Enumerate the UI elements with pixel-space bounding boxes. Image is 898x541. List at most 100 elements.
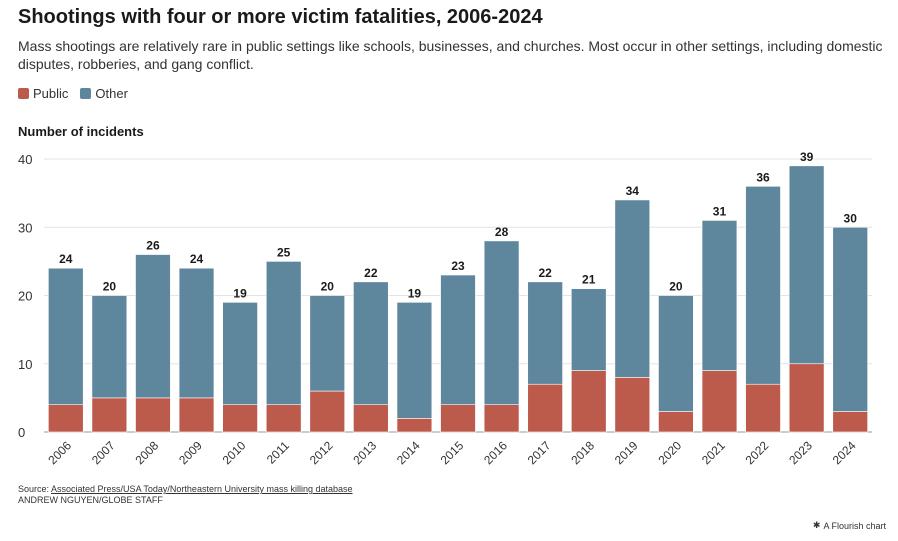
x-tick-label-2012: 2012 (307, 438, 336, 467)
data-label-2017: 22 (538, 266, 552, 280)
data-label-2007: 20 (103, 280, 117, 294)
y-tick-label-0: 0 (18, 425, 25, 440)
bar-other-2021[interactable] (701, 220, 738, 371)
data-label-2012: 20 (321, 280, 335, 294)
x-tick-label-2010: 2010 (220, 438, 249, 467)
footer: Source: Associated Press/USA Today/North… (18, 484, 353, 506)
flourish-label: A Flourish chart (823, 520, 886, 531)
data-label-2022: 36 (756, 170, 770, 184)
bar-other-2018[interactable] (571, 288, 607, 371)
y-tick-label-40: 40 (18, 152, 32, 167)
legend-label-other: Other (95, 86, 128, 101)
legend-item-public[interactable]: Public (18, 86, 68, 101)
data-label-2009: 24 (190, 252, 204, 266)
data-label-2015: 23 (451, 259, 465, 273)
data-label-2013: 22 (364, 266, 378, 280)
data-label-2010: 19 (233, 286, 247, 300)
legend: Public Other (18, 86, 128, 101)
bar-public-2014[interactable] (396, 418, 433, 433)
bar-other-2007[interactable] (91, 295, 128, 399)
x-tick-label-2007: 2007 (89, 438, 118, 467)
legend-swatch-other (80, 88, 92, 99)
bar-public-2011[interactable] (265, 404, 302, 433)
data-label-2024: 30 (844, 211, 858, 225)
bar-public-2020[interactable] (658, 411, 694, 433)
data-label-2019: 34 (626, 184, 640, 198)
legend-label-public: Public (33, 86, 69, 101)
data-label-2016: 28 (495, 225, 509, 239)
bar-public-2010[interactable] (222, 404, 258, 433)
data-label-2011: 25 (277, 245, 291, 259)
credit-line: ANDREW NGUYEN/GLOBE STAFF (18, 495, 163, 505)
y-tick-label-10: 10 (18, 357, 32, 372)
x-tick-label-2021: 2021 (699, 438, 728, 467)
bar-other-2016[interactable] (483, 240, 520, 405)
bar-public-2008[interactable] (135, 397, 171, 433)
x-tick-label-2015: 2015 (438, 438, 467, 467)
chart-subtitle: Mass shootings are relatively rare in pu… (18, 38, 883, 72)
bar-public-2017[interactable] (527, 383, 563, 433)
x-tick-label-2008: 2008 (133, 438, 162, 467)
bar-public-2006[interactable] (48, 404, 84, 433)
bar-other-2013[interactable] (353, 281, 389, 406)
y-axis-label: Number of incidents (18, 124, 144, 139)
data-label-2008: 26 (146, 239, 160, 253)
bar-public-2012[interactable] (309, 390, 345, 433)
bar-other-2024[interactable] (832, 226, 868, 412)
legend-swatch-public (18, 88, 29, 99)
source-prefix: Source: (18, 484, 52, 494)
bar-public-2007[interactable] (91, 397, 128, 433)
bar-public-2019[interactable] (614, 377, 651, 433)
x-tick-label-2009: 2009 (176, 438, 205, 467)
bar-public-2023[interactable] (788, 363, 825, 433)
x-tick-label-2016: 2016 (481, 438, 510, 467)
x-tick-label-2006: 2006 (45, 438, 74, 467)
bar-public-2018[interactable] (571, 370, 607, 433)
data-label-2014: 19 (408, 286, 422, 300)
bar-other-2022[interactable] (745, 186, 781, 385)
x-tick-label-2011: 2011 (264, 438, 292, 466)
x-tick-label-2013: 2013 (350, 438, 379, 467)
y-tick-label-30: 30 (18, 220, 32, 235)
x-tick-label-2022: 2022 (743, 438, 772, 467)
data-label-2006: 24 (59, 252, 73, 266)
bar-other-2023[interactable] (788, 165, 825, 365)
flourish-badge[interactable]: ✱ A Flourish chart (813, 520, 886, 531)
y-tick-label-20: 20 (18, 289, 32, 304)
x-tick-label-2024: 2024 (830, 438, 859, 467)
bar-public-2016[interactable] (483, 404, 520, 433)
x-tick-label-2020: 2020 (655, 438, 684, 467)
bar-other-2012[interactable] (309, 295, 345, 392)
source-link[interactable]: Associated Press/USA Today/Northeastern … (51, 484, 353, 494)
x-tick-label-2019: 2019 (612, 438, 641, 467)
bar-other-2008[interactable] (135, 254, 171, 399)
bar-other-2011[interactable] (265, 261, 302, 405)
bar-public-2022[interactable] (745, 383, 781, 433)
bar-other-2014[interactable] (396, 302, 433, 419)
bar-other-2015[interactable] (440, 274, 476, 405)
bar-other-2006[interactable] (48, 267, 84, 406)
x-tick-label-2023: 2023 (786, 438, 815, 467)
data-label-2018: 21 (582, 273, 596, 287)
data-label-2021: 31 (713, 204, 727, 218)
bar-other-2010[interactable] (222, 302, 258, 406)
data-label-2023: 39 (800, 150, 814, 164)
bar-other-2020[interactable] (658, 295, 694, 412)
bar-public-2009[interactable] (178, 397, 215, 433)
chart-title: Shootings with four or more victim fatal… (18, 6, 543, 28)
bar-public-2024[interactable] (832, 411, 868, 433)
bar-other-2019[interactable] (614, 199, 651, 378)
x-tick-label-2014: 2014 (394, 438, 423, 467)
source-line: Source: Associated Press/USA Today/North… (18, 484, 353, 495)
flourish-asterisk-icon: ✱ (812, 520, 821, 530)
x-tick-label-2018: 2018 (568, 438, 597, 467)
bar-public-2021[interactable] (701, 370, 738, 433)
legend-item-other[interactable]: Other (80, 86, 128, 101)
bar-other-2009[interactable] (178, 267, 215, 399)
bar-public-2013[interactable] (353, 404, 389, 433)
data-label-2020: 20 (669, 280, 683, 294)
x-tick-label-2017: 2017 (525, 438, 554, 467)
bar-other-2017[interactable] (527, 281, 563, 385)
bar-public-2015[interactable] (440, 404, 476, 433)
